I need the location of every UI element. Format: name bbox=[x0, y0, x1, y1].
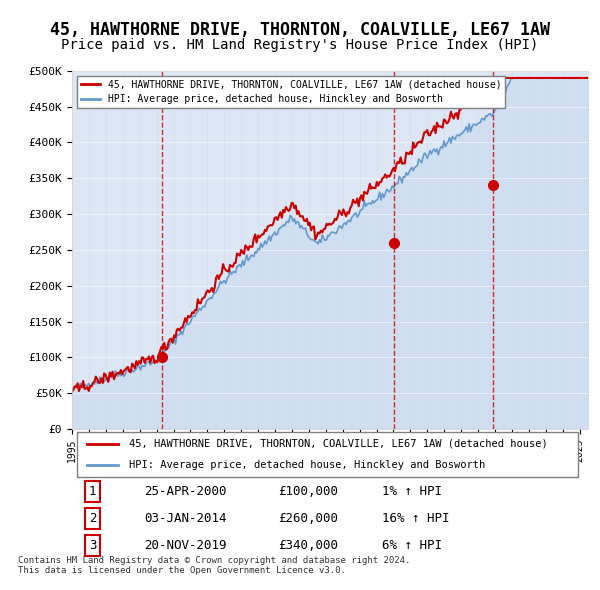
Text: 3: 3 bbox=[89, 539, 97, 552]
Text: 3: 3 bbox=[490, 89, 497, 103]
Text: 25-APR-2000: 25-APR-2000 bbox=[144, 485, 227, 498]
Text: 1% ↑ HPI: 1% ↑ HPI bbox=[382, 485, 442, 498]
Text: £340,000: £340,000 bbox=[278, 539, 338, 552]
Text: HPI: Average price, detached house, Hinckley and Bosworth: HPI: Average price, detached house, Hinc… bbox=[129, 460, 485, 470]
Text: 6% ↑ HPI: 6% ↑ HPI bbox=[382, 539, 442, 552]
Text: 03-JAN-2014: 03-JAN-2014 bbox=[144, 512, 227, 525]
Text: 45, HAWTHORNE DRIVE, THORNTON, COALVILLE, LE67 1AW: 45, HAWTHORNE DRIVE, THORNTON, COALVILLE… bbox=[50, 21, 550, 39]
FancyBboxPatch shape bbox=[77, 432, 578, 477]
Text: Price paid vs. HM Land Registry's House Price Index (HPI): Price paid vs. HM Land Registry's House … bbox=[61, 38, 539, 53]
Text: 2: 2 bbox=[390, 89, 397, 103]
Legend: 45, HAWTHORNE DRIVE, THORNTON, COALVILLE, LE67 1AW (detached house), HPI: Averag: 45, HAWTHORNE DRIVE, THORNTON, COALVILLE… bbox=[77, 76, 505, 109]
Text: 20-NOV-2019: 20-NOV-2019 bbox=[144, 539, 227, 552]
Text: 16% ↑ HPI: 16% ↑ HPI bbox=[382, 512, 449, 525]
Text: 2: 2 bbox=[89, 512, 97, 525]
Text: 45, HAWTHORNE DRIVE, THORNTON, COALVILLE, LE67 1AW (detached house): 45, HAWTHORNE DRIVE, THORNTON, COALVILLE… bbox=[129, 439, 548, 449]
Text: £100,000: £100,000 bbox=[278, 485, 338, 498]
Text: £260,000: £260,000 bbox=[278, 512, 338, 525]
Text: 1: 1 bbox=[89, 485, 97, 498]
Text: 1: 1 bbox=[158, 89, 166, 103]
Text: Contains HM Land Registry data © Crown copyright and database right 2024.
This d: Contains HM Land Registry data © Crown c… bbox=[18, 556, 410, 575]
